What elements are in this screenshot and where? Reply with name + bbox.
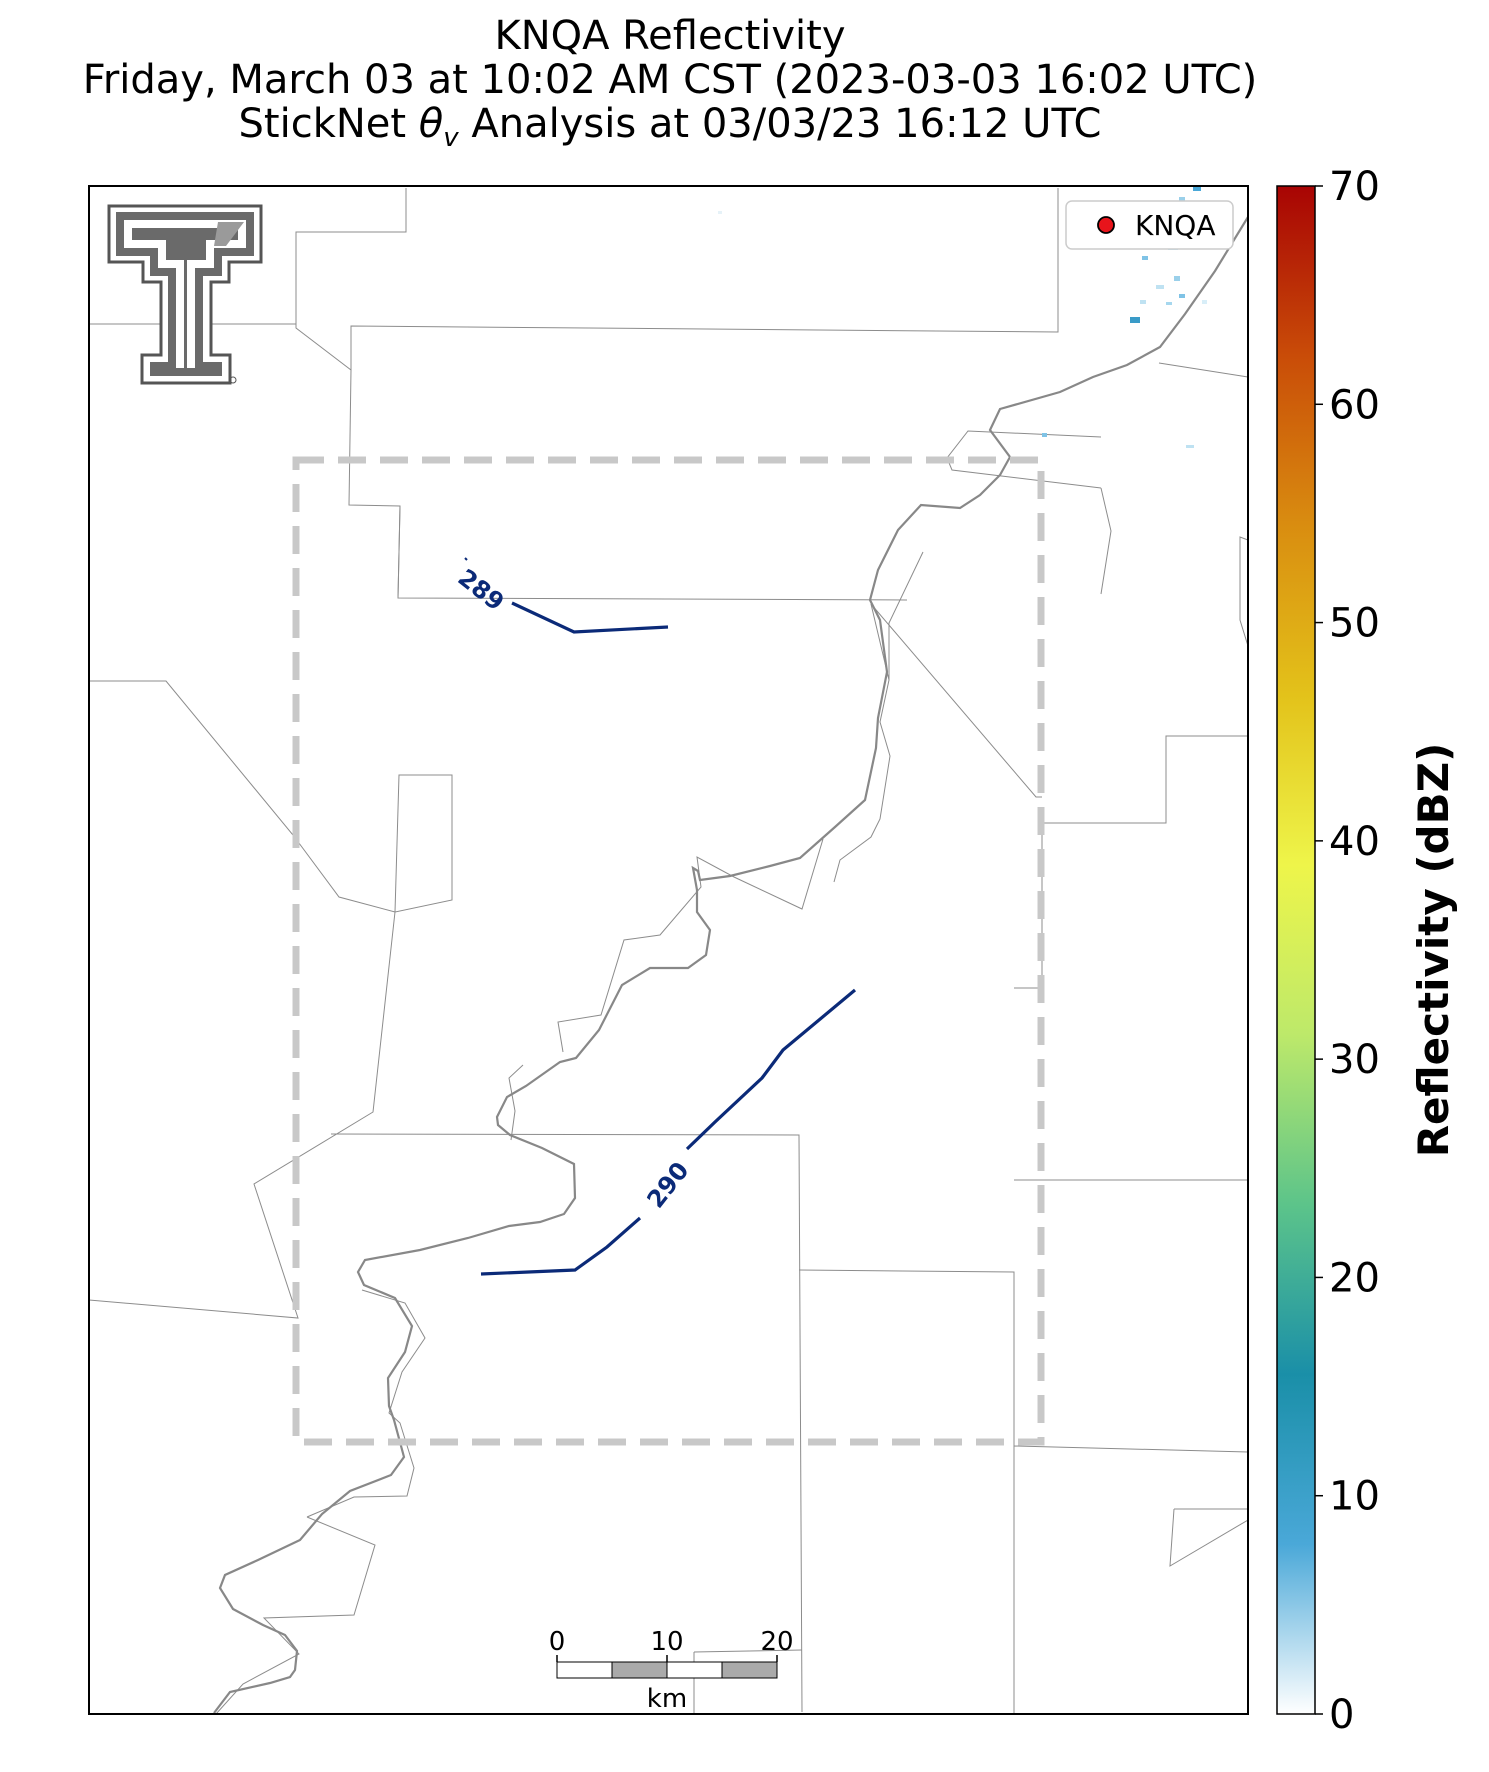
contour-290-line-upper [685, 988, 857, 1151]
colorbar-tick-label: 40 [1329, 819, 1380, 865]
colorbar-tick-label: 50 [1329, 601, 1380, 647]
colorbar-tick-label: 70 [1329, 164, 1380, 210]
map-background [89, 186, 1248, 1714]
colorbar-tick-label: 20 [1329, 1255, 1380, 1301]
scale-tick-20: 20 [760, 1627, 793, 1657]
title-line-3-suffix: Analysis at 03/03/23 16:12 UTC [458, 101, 1102, 147]
title-line-2: Friday, March 03 at 10:02 AM CST (2023-0… [82, 57, 1258, 103]
colorbar-tick-label: 10 [1329, 1474, 1380, 1520]
colorbar-tick-label: 60 [1329, 382, 1380, 428]
map-frame [88, 185, 1249, 1715]
scale-tick-0: 0 [549, 1627, 566, 1657]
contour-289 [511, 601, 669, 634]
colorbar-gradient [1276, 185, 1316, 1715]
analysis-domain-box [292, 456, 1045, 1446]
colorbar-label: Reflectivity (dBZ) [1409, 743, 1458, 1158]
title-line-1: KNQA Reflectivity [494, 13, 846, 59]
contour-290-line [480, 1216, 642, 1276]
colorbar-tick-label: 30 [1329, 1037, 1380, 1083]
legend-label: KNQA [1135, 209, 1216, 242]
colorbar-tick-label: 0 [1329, 1692, 1354, 1738]
title-line-3-prefix: StickNet [238, 101, 419, 147]
legend-box: KNQA [1065, 200, 1234, 250]
river [213, 216, 1248, 1714]
scale-bar: 0 10 20 km [549, 1627, 794, 1714]
map-panel[interactable]: 289 290 KNQA [88, 185, 1249, 1715]
colorbar: 0 10 20 30 40 50 60 70 Reflectivity (dBZ) [1276, 164, 1458, 1738]
contour-289-tick [464, 557, 468, 561]
title-line-3: StickNet θv Analysis at 03/03/23 16:12 U… [0, 100, 1340, 163]
texas-tech-logo [107, 204, 263, 385]
scale-tick-10: 10 [650, 1627, 683, 1657]
colorbar-ticks: 0 10 20 30 40 50 60 70 [1315, 164, 1380, 1738]
scale-unit: km [647, 1684, 687, 1714]
theta-symbol: θ [418, 101, 444, 147]
legend-marker [1097, 216, 1115, 234]
theta-subscript: v [443, 123, 459, 153]
